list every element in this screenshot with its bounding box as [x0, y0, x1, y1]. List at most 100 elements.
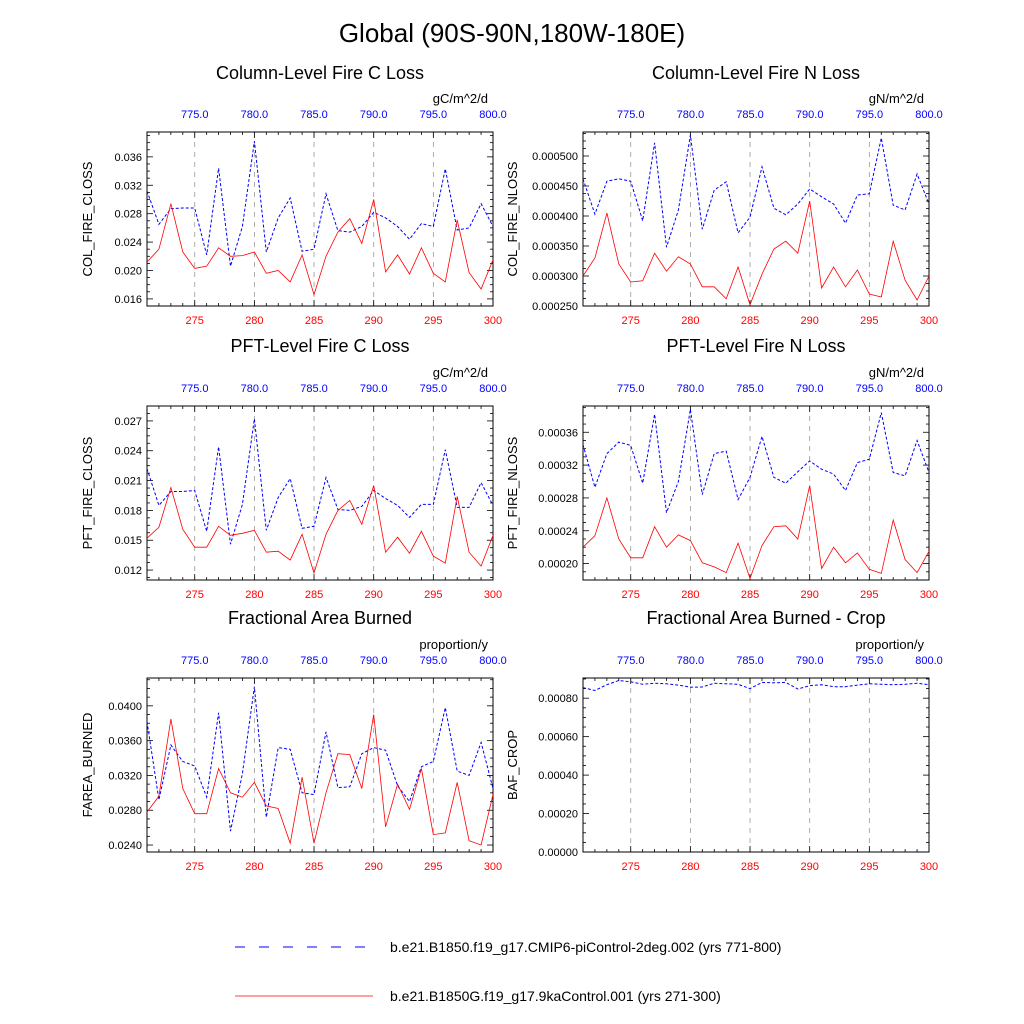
x-tick-label: 275: [622, 861, 640, 873]
y-tick-label: 0.000400: [532, 211, 578, 223]
plot-frame: [146, 405, 494, 581]
x-top-tick-label: 775.0: [617, 383, 645, 395]
y-tick-label: 0.000250: [532, 301, 578, 313]
plot-frame: [582, 405, 930, 581]
x-top-tick-label: 795.0: [420, 655, 448, 667]
x-tick-label: 290: [801, 861, 819, 873]
y-axis-label: COL_FIRE_CLOSS: [80, 161, 95, 276]
x-tick-label: 275: [186, 589, 204, 601]
y-axis-label: COL_FIRE_NLOSS: [505, 161, 520, 276]
x-tick-label: 290: [365, 315, 383, 327]
y-tick-label: 0.028: [114, 209, 142, 221]
legend: b.e21.B1850.f19_g17.CMIP6-piControl-2deg…: [235, 939, 781, 1004]
panel-column-level-fire-n-loss: Column-Level Fire N Loss gN/m^2/d COL_FIRE…: [505, 63, 943, 327]
x-tick-label: 285: [305, 861, 323, 873]
panel-pft-level-fire-n-loss: PFT-Level Fire N Loss gN/m^2/d PFT_FIRE_NL…: [505, 336, 943, 601]
y-tick-label: 0.0320: [108, 770, 142, 782]
x-tick-label: 300: [920, 861, 938, 873]
x-top-tick-label: 780.0: [241, 655, 269, 667]
x-tick-label: 295: [860, 589, 878, 601]
x-top-tick-label: 790.0: [796, 655, 824, 667]
y-tick-label: 0.027: [114, 416, 142, 428]
y-tick-label: 0.00032: [538, 460, 578, 472]
x-tick-label: 275: [622, 589, 640, 601]
series-case-line: [582, 485, 930, 580]
panel-title: Column-Level Fire N Loss: [652, 63, 860, 83]
legend-case-label: b.e21.B1850G.f19_g17.9kaControl.001 (yrs…: [390, 988, 721, 1004]
x-top-tick-label: 785.0: [300, 383, 328, 395]
x-tick-label: 285: [305, 315, 323, 327]
y-axis-label: PFT_FIRE_CLOSS: [80, 436, 95, 549]
panel-title: PFT-Level Fire N Loss: [666, 336, 845, 356]
series-case-line: [146, 199, 494, 296]
x-top-tick-label: 780.0: [241, 383, 269, 395]
y-tick-label: 0.0360: [108, 736, 142, 748]
y-tick-label: 0.024: [114, 446, 142, 458]
x-top-tick-label: 775.0: [617, 109, 645, 121]
panel-title: Fractional Area Burned: [228, 608, 412, 628]
series-case-line: [146, 714, 494, 846]
x-top-tick-label: 795.0: [420, 383, 448, 395]
series-ctrl-line: [582, 409, 930, 513]
plot-frame: [582, 131, 930, 307]
series-ctrl-line: [582, 679, 930, 692]
series-case-line: [582, 200, 930, 307]
x-top-tick-label: 790.0: [360, 655, 388, 667]
x-tick-label: 285: [741, 315, 759, 327]
y-tick-label: 0.00036: [538, 427, 578, 439]
x-top-tick-label: 785.0: [736, 109, 764, 121]
x-top-tick-label: 785.0: [300, 109, 328, 121]
x-tick-label: 280: [245, 315, 263, 327]
y-tick-label: 0.020: [114, 265, 142, 277]
x-tick-label: 290: [801, 589, 819, 601]
x-top-tick-label: 795.0: [420, 109, 448, 121]
x-tick-label: 275: [186, 315, 204, 327]
x-tick-label: 295: [424, 315, 442, 327]
x-tick-label: 275: [622, 315, 640, 327]
x-top-tick-label: 785.0: [300, 655, 328, 667]
y-tick-label: 0.00028: [538, 493, 578, 505]
x-top-tick-label: 795.0: [856, 655, 884, 667]
x-top-tick-label: 800.0: [915, 109, 943, 121]
units-label: gC/m^2/d: [433, 91, 488, 106]
x-top-tick-label: 800.0: [915, 655, 943, 667]
x-top-tick-label: 780.0: [677, 109, 705, 121]
x-tick-label: 285: [305, 589, 323, 601]
y-tick-label: 0.00020: [538, 809, 578, 821]
plot-frame: [146, 677, 494, 853]
panel-title: Fractional Area Burned - Crop: [646, 608, 885, 628]
y-tick-label: 0.00040: [538, 770, 578, 782]
x-top-tick-label: 800.0: [479, 109, 507, 121]
x-tick-label: 280: [245, 861, 263, 873]
units-label: gN/m^2/d: [869, 365, 924, 380]
x-tick-label: 285: [741, 861, 759, 873]
legend-ctrl-label: b.e21.B1850.f19_g17.CMIP6-piControl-2deg…: [390, 939, 781, 955]
y-tick-label: 0.000500: [532, 151, 578, 163]
x-tick-label: 300: [484, 861, 502, 873]
y-tick-label: 0.00020: [538, 559, 578, 571]
x-tick-label: 290: [365, 589, 383, 601]
y-tick-label: 0.018: [114, 505, 142, 517]
x-tick-label: 295: [860, 315, 878, 327]
plot-frame: [582, 677, 930, 853]
y-tick-label: 0.000350: [532, 241, 578, 253]
y-tick-label: 0.016: [114, 294, 142, 306]
y-tick-label: 0.015: [114, 535, 142, 547]
series-ctrl-line: [146, 141, 494, 267]
x-top-tick-label: 795.0: [856, 383, 884, 395]
x-tick-label: 295: [860, 861, 878, 873]
series-ctrl-line: [146, 418, 494, 545]
units-label: gN/m^2/d: [869, 91, 924, 106]
x-top-tick-label: 790.0: [360, 109, 388, 121]
units-label: proportion/y: [855, 637, 924, 652]
x-tick-label: 295: [424, 861, 442, 873]
x-top-tick-label: 775.0: [617, 655, 645, 667]
x-top-tick-label: 790.0: [796, 383, 824, 395]
y-axis-label: FAREA_BURNED: [80, 713, 95, 818]
figure-title: Global (90S-90N,180W-180E): [339, 18, 685, 48]
panel-title: PFT-Level Fire C Loss: [230, 336, 409, 356]
x-top-tick-label: 785.0: [736, 383, 764, 395]
x-tick-label: 280: [681, 315, 699, 327]
x-tick-label: 275: [186, 861, 204, 873]
